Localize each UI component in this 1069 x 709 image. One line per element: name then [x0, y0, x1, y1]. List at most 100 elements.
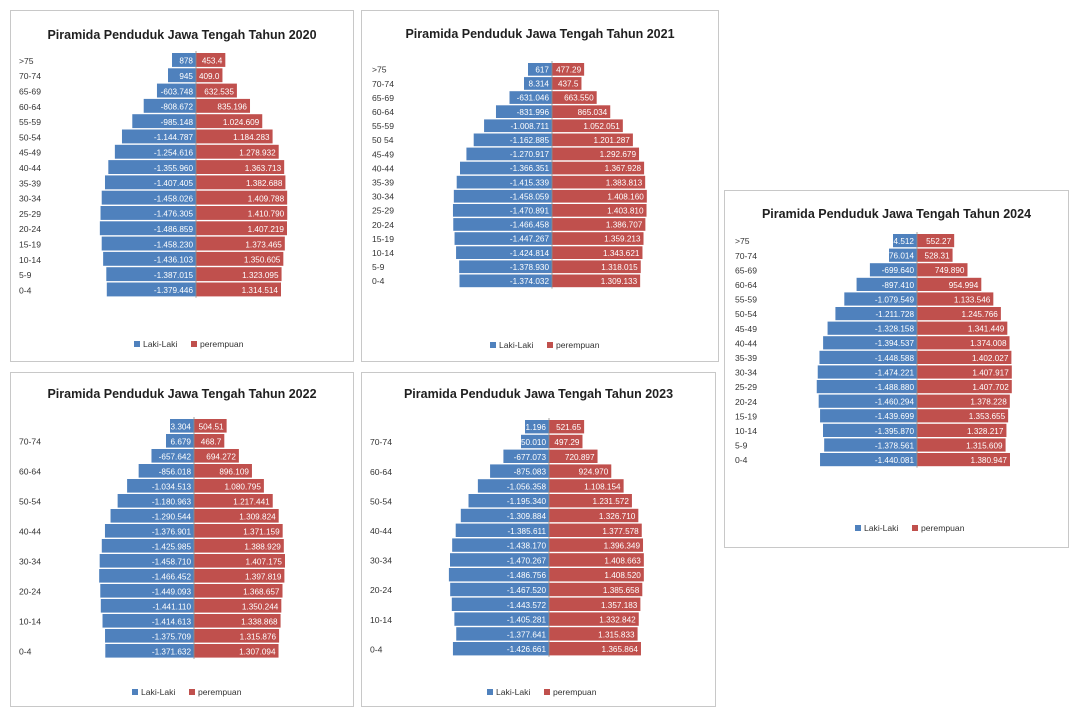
legend-label-female: perempuan [921, 523, 965, 533]
bar-female-30-34 [194, 554, 285, 568]
legend-label-male: Laki-Laki [141, 687, 175, 697]
data-label-male-0-4: -1.440.081 [875, 456, 915, 465]
data-label-female-25-29: 1.407.702 [972, 383, 1009, 392]
bar-female-15-19 [549, 597, 641, 611]
data-label-female-25-29: 1.410.790 [248, 210, 285, 219]
data-label-female-10-14: 1.338.868 [241, 617, 278, 626]
bar-female-20-24 [194, 584, 283, 598]
data-label-male-0-4: -1.379.446 [154, 286, 194, 295]
data-label-female-50-54: 1.184.283 [233, 133, 270, 142]
bar-female-65-69 [196, 83, 237, 98]
data-label-female-40-44: 1.371.159 [243, 527, 280, 536]
bar-male-60-64 [490, 464, 549, 478]
bar-male-0-4 [459, 274, 552, 288]
data-label-male-55-59: -1.034.513 [152, 482, 192, 491]
bar-female-0-4 [549, 642, 641, 656]
data-label-female-40-44: 1.367.928 [605, 164, 642, 173]
legend: Laki-Laki perempuan [134, 339, 244, 349]
data-label-female->75: 504.51 [199, 422, 224, 431]
data-label-male-35-39: -1.425.985 [152, 542, 192, 551]
tick-label: 0-4 [735, 455, 748, 465]
data-label-female-20-24: 1.386.707 [606, 221, 643, 230]
tick-label: 45-49 [19, 148, 41, 158]
data-label-female-5-9: 1.318.015 [601, 263, 638, 272]
bar-male-0-4 [452, 642, 549, 656]
legend-label-male: Laki-Laki [496, 687, 530, 697]
chart-title: Piramida Penduduk Jawa Tengah Tahun 2020 [47, 28, 316, 42]
tick-label: 10-14 [735, 426, 757, 436]
data-label-female-40-44: 1.363.713 [245, 164, 282, 173]
data-label-female-50-54: 1.231.572 [592, 497, 629, 506]
data-label-female-0-4: 1.307.094 [239, 647, 276, 656]
bar-male-45-49 [827, 321, 917, 335]
data-label-male-25-29: -1.488.880 [875, 383, 915, 392]
data-label-male-20-24: -1.449.093 [152, 587, 192, 596]
data-label-female-15-19: 1.353.655 [969, 412, 1006, 421]
bar-female-45-49 [194, 509, 279, 523]
bar-male-10-14 [454, 612, 549, 626]
bar-male-20-24 [100, 584, 194, 598]
tick-label: 35-39 [372, 178, 394, 188]
data-label-male-65-69: -677.073 [514, 453, 547, 462]
bar-male-15-19 [101, 236, 196, 251]
data-label-male-70-74: 76.014 [889, 252, 914, 261]
bar-female-60-64 [552, 105, 611, 118]
bar-female-60-64 [549, 464, 612, 478]
bar-female-50-54 [196, 129, 273, 144]
tick-label: 20-24 [735, 397, 757, 407]
tick-label: 50-54 [735, 309, 757, 319]
bar-female-45-49 [917, 321, 1008, 335]
data-label-male-5-9: -1.378.930 [510, 263, 550, 272]
bar-male-70-74 [166, 434, 194, 448]
data-label-female-40-44: 1.374.008 [970, 339, 1007, 348]
bar-female-20-24 [549, 582, 643, 597]
data-label-female->75: 453.4 [202, 57, 223, 66]
data-label-female-35-39: 1.396.349 [604, 542, 641, 551]
bar-female-40-44 [552, 161, 645, 175]
data-label-male-50-54: -1.162.885 [510, 136, 550, 145]
bar-male-60-64 [856, 277, 917, 291]
bar-female-10-14 [917, 423, 1007, 437]
bar-female-25-29 [549, 568, 644, 582]
legend-label-male: Laki-Laki [499, 340, 533, 350]
tick-label: 60-64 [370, 467, 392, 477]
tick-label: 20-24 [370, 585, 392, 595]
data-label-male-30-34: -1.458.026 [154, 194, 194, 203]
data-label-male-55-59: -1.079.549 [875, 295, 915, 304]
data-label-female-35-39: 1.382.688 [246, 179, 283, 188]
bar-male-50-54 [468, 494, 549, 508]
data-label-male-35-39: -1.448.588 [875, 354, 915, 363]
bar-male-35-39 [452, 538, 549, 552]
legend-label-female: perempuan [200, 339, 244, 349]
tick-label: 65-69 [735, 265, 757, 275]
data-label-female-20-24: 1.368.657 [243, 587, 280, 596]
tick-label: 0-4 [19, 647, 32, 657]
data-label-female-45-49: 1.326.710 [599, 512, 636, 521]
chart-title: Piramida Penduduk Jawa Tengah Tahun 2023 [404, 387, 673, 401]
legend-swatch-male [487, 689, 493, 695]
pyramid-panel-2021: Piramida Penduduk Jawa Tengah Tahun 2021… [361, 10, 719, 362]
pyramid-chart: Piramida Penduduk Jawa Tengah Tahun 2024… [735, 207, 1031, 533]
bar-male-40-44 [455, 523, 549, 537]
bar-male-65-69 [151, 449, 194, 463]
bar-male-15-19 [100, 599, 194, 613]
bar-male-40-44 [459, 161, 552, 175]
bar-female-45-49 [549, 508, 639, 523]
bar-male-0-4 [106, 282, 196, 297]
data-label-male-45-49: -1.290.544 [152, 512, 192, 521]
data-label-male-40-44: -1.394.537 [875, 339, 915, 348]
bar-male-35-39 [819, 350, 917, 364]
bar-male-60-64 [495, 105, 552, 118]
data-label-female-10-14: 1.332.842 [599, 616, 636, 625]
bar-male-55-59 [477, 479, 549, 493]
data-label-male-55-59: -1.056.358 [507, 482, 547, 491]
data-label-female-30-34: 1.407.175 [246, 557, 283, 566]
bar-male-20-24 [450, 582, 549, 597]
legend-swatch-female [544, 689, 550, 695]
bar-male-30-34 [817, 365, 917, 379]
data-label-male-5-9: -1.387.015 [154, 271, 194, 280]
bar-male-30-34 [453, 189, 552, 203]
bar-male-0-4 [105, 644, 194, 658]
legend-swatch-male [490, 342, 496, 348]
bar-female-35-39 [552, 175, 646, 189]
